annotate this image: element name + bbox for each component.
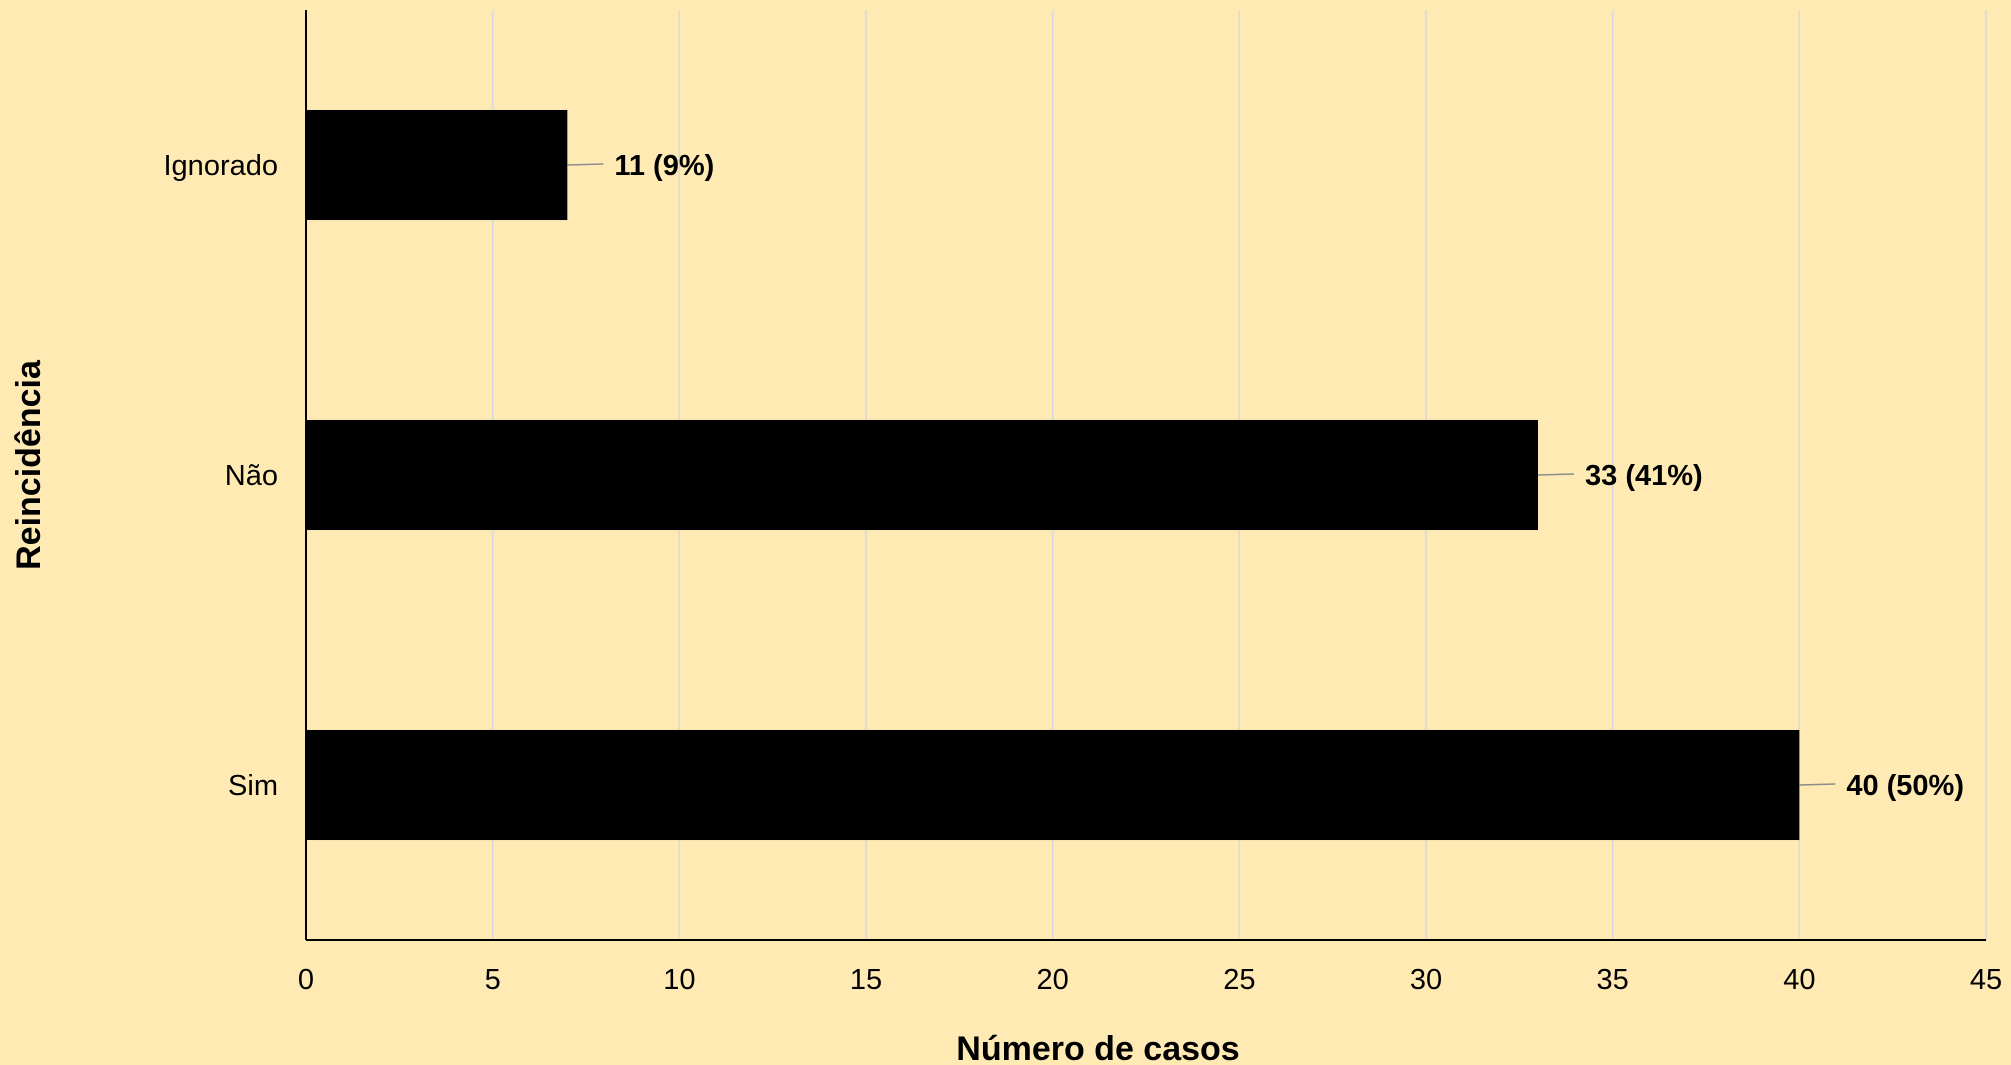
x-axis-title: Número de casos [956, 1030, 1239, 1065]
bar-0 [306, 109, 568, 221]
x-tick-label-8: 40 [1783, 964, 1815, 996]
y-category-label-1: Não [225, 460, 278, 492]
x-tick-label-1: 5 [485, 964, 501, 996]
bar-1 [306, 419, 1538, 531]
y-category-label-0: Ignorado [164, 150, 279, 182]
x-tick-label-3: 15 [850, 964, 882, 996]
bar-2 [306, 729, 1800, 841]
x-tick-label-0: 0 [298, 964, 314, 996]
bars [306, 109, 1800, 841]
x-tick-label-2: 10 [663, 964, 695, 996]
x-tick-label-4: 20 [1037, 964, 1069, 996]
x-tick-label-9: 45 [1970, 964, 2002, 996]
axes: 0 5 10 15 20 25 30 35 40 45 Ignorado Não Sim [164, 10, 2002, 996]
x-tick-label-6: 30 [1410, 964, 1442, 996]
y-axis-title: Reincidência [10, 359, 48, 570]
leader-line-2 [1799, 783, 1836, 786]
y-category-label-2: Sim [228, 770, 278, 802]
data-labels: 11 (9%) 33 (41%) 40 (50%) [567, 150, 1964, 802]
data-label-0: 11 (9%) [614, 150, 714, 182]
data-label-2: 40 (50%) [1846, 770, 1964, 802]
x-tick-label-7: 35 [1597, 964, 1629, 996]
x-tick-label-5: 25 [1223, 964, 1255, 996]
data-label-1: 33 (41%) [1585, 460, 1703, 492]
leader-line-1 [1537, 473, 1575, 476]
leader-line-0 [567, 163, 604, 166]
